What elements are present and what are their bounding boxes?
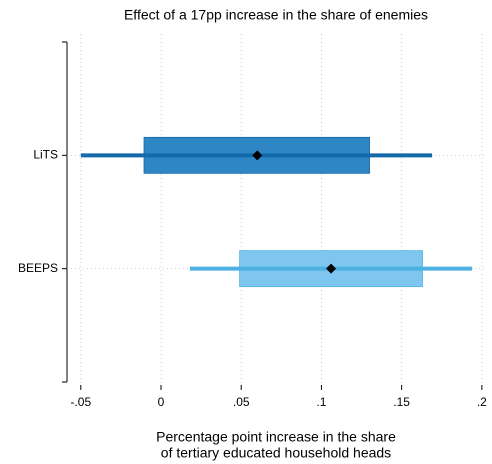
y-tick-label: LiTS <box>33 148 58 162</box>
chart-title: Effect of a 17pp increase in the share o… <box>124 7 428 23</box>
point-estimate <box>326 263 337 274</box>
x-tick-label: .2 <box>477 395 487 409</box>
x-tick-label: .1 <box>316 395 326 409</box>
x-tick-label: .15 <box>393 395 410 409</box>
y-tick-label: BEEPS <box>18 261 58 275</box>
x-axis-label: of tertiary educated household heads <box>161 445 391 461</box>
x-axis-label: Percentage point increase in the share <box>156 429 396 445</box>
x-tick-label: .05 <box>233 395 250 409</box>
point-estimate <box>252 150 263 161</box>
x-tick-label: 0 <box>158 395 165 409</box>
x-tick-label: -.05 <box>70 395 91 409</box>
